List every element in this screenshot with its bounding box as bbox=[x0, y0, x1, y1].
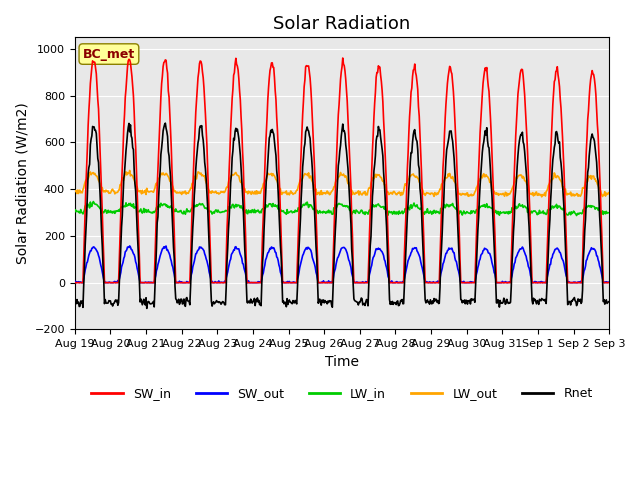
Legend: SW_in, SW_out, LW_in, LW_out, Rnet: SW_in, SW_out, LW_in, LW_out, Rnet bbox=[86, 382, 598, 405]
Y-axis label: Solar Radiation (W/m2): Solar Radiation (W/m2) bbox=[15, 102, 29, 264]
X-axis label: Time: Time bbox=[325, 355, 359, 369]
Text: BC_met: BC_met bbox=[83, 48, 135, 60]
Title: Solar Radiation: Solar Radiation bbox=[273, 15, 411, 33]
